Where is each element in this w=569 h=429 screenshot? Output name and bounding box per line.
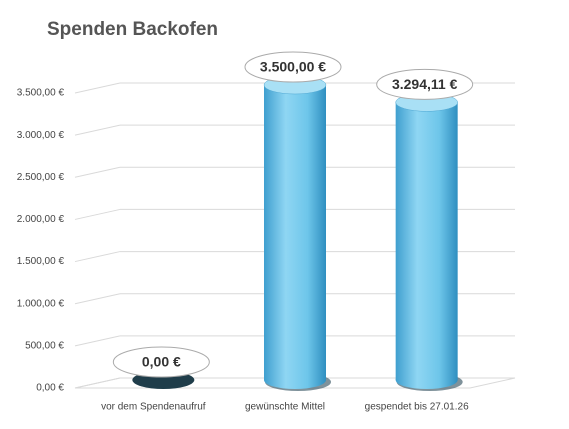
floor: [74, 377, 516, 389]
value-label-bg: [112, 346, 210, 378]
grid-line-side: [74, 82, 121, 94]
y-tick-label: 500,00 €: [25, 340, 64, 351]
grid-line-side: [74, 251, 121, 263]
y-tick-label: 2.000,00 €: [17, 214, 65, 225]
value-label: 0,00 €: [142, 354, 181, 370]
x-tick-label: gespendet bis 27.01.26: [365, 402, 469, 413]
grid-line-side: [74, 166, 121, 178]
x-tick-label: vor dem Spendenaufruf: [101, 402, 206, 413]
value-label: 3.500,00 €: [260, 59, 326, 75]
grid-line-side: [74, 335, 121, 347]
grid-line-side: [74, 208, 121, 220]
x-tick-label: gewünschte Mittel: [245, 402, 325, 413]
grid-line-side: [74, 124, 121, 136]
chart-title: Spenden Backofen: [47, 19, 218, 40]
y-tick-label: 3.500,00 €: [17, 88, 65, 99]
y-tick-label: 0,00 €: [36, 383, 64, 394]
value-label-bg: [376, 68, 474, 100]
bar: [395, 102, 458, 381]
grid-line-side: [74, 293, 121, 305]
y-tick-label: 2.500,00 €: [17, 172, 65, 183]
y-tick-label: 3.000,00 €: [17, 130, 65, 141]
y-tick-label: 1.000,00 €: [17, 298, 65, 309]
y-tick-label: 1.500,00 €: [17, 256, 65, 267]
value-label: 3.294,11 €: [392, 76, 458, 92]
bar: [264, 85, 326, 380]
value-label-bg: [244, 51, 342, 83]
